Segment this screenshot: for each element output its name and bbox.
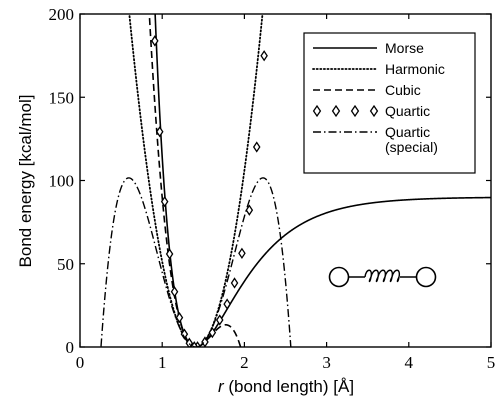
x-axis-label-text: (bond length) [Å] xyxy=(224,377,354,396)
legend-label-line: Harmonic xyxy=(385,61,445,77)
quartic-marker-8 xyxy=(252,141,261,153)
x-tick-label-1: 1 xyxy=(158,353,167,372)
quartic-marker-13 xyxy=(180,328,189,340)
legend-box xyxy=(303,32,476,174)
legend-label-line: Cubic xyxy=(385,82,421,98)
legend-label-harmonic: Harmonic xyxy=(385,61,445,77)
x-tick-label-4: 4 xyxy=(405,353,414,372)
quartic-marker-4 xyxy=(223,298,231,310)
quartic-marker-15 xyxy=(170,286,179,298)
y-tick-label-50: 50 xyxy=(57,255,74,274)
y-tick-label-100: 100 xyxy=(49,172,75,191)
series-quartic-special xyxy=(100,177,292,347)
y-tick-label-200: 200 xyxy=(49,5,75,24)
legend-marker-quartic-2 xyxy=(350,104,360,118)
quartic-marker-14 xyxy=(175,311,184,324)
legend-label-morse: Morse xyxy=(385,40,424,56)
legend-label-line: Morse xyxy=(385,40,424,56)
legend-marker-quartic-1 xyxy=(331,104,341,118)
x-axis-label-symbol: r xyxy=(218,377,225,396)
quartic-marker-6 xyxy=(238,247,246,259)
quartic-marker-18 xyxy=(155,126,164,138)
x-tick-label-5: 5 xyxy=(487,353,496,372)
curves-layer xyxy=(100,14,491,347)
legend-marker-quartic-0 xyxy=(312,104,322,118)
legend-marker-quartic-3 xyxy=(369,104,379,118)
x-tick-label-3: 3 xyxy=(322,353,331,372)
x-axis-label: r (bond length) [Å] xyxy=(218,377,354,396)
legend-label-line: Quartic xyxy=(385,124,430,140)
legend-label-quartic-special: Quartic (special) xyxy=(385,124,438,155)
series-quartic xyxy=(151,35,268,347)
quartic-marker-17 xyxy=(160,195,169,208)
quartic-marker-12 xyxy=(185,337,194,347)
legend-label-line: Quartic xyxy=(385,103,430,119)
quartic-marker-9 xyxy=(260,50,268,62)
y-tick-label-0: 0 xyxy=(66,338,75,357)
x-tick-label-0: 0 xyxy=(76,353,85,372)
quartic-marker-19 xyxy=(151,35,159,47)
legend-label-quartic: Quartic xyxy=(385,103,430,119)
spring-molecule-icon xyxy=(328,266,437,288)
y-axis-label: Bond energy [kcal/mol] xyxy=(16,95,35,268)
legend-label-line: (special) xyxy=(385,139,438,155)
x-tick-label-2: 2 xyxy=(240,353,249,372)
quartic-marker-5 xyxy=(230,277,239,289)
y-tick-label-150: 150 xyxy=(49,88,75,107)
quartic-marker-16 xyxy=(165,248,174,260)
legend-label-cubic: Cubic xyxy=(385,82,421,98)
series-harmonic xyxy=(128,14,264,347)
quartic-marker-3 xyxy=(215,314,224,326)
quartic-marker-7 xyxy=(245,204,254,216)
quartic-marker-11 xyxy=(190,341,199,347)
